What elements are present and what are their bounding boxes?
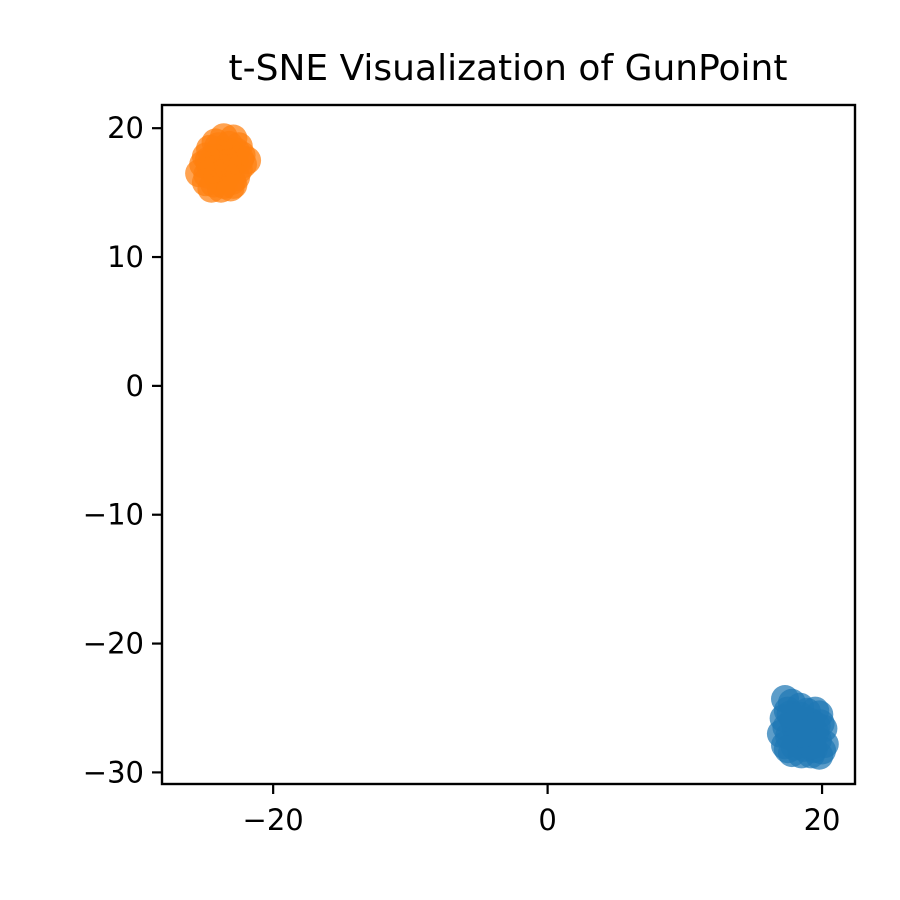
x-tick-label: 0	[538, 803, 556, 837]
plot-frame	[160, 103, 857, 786]
x-tick-label: 20	[804, 803, 841, 837]
y-tick-label: 10	[107, 240, 144, 274]
axes-layer: −20 0 20 20 10 0 −10 −20 −30	[83, 103, 857, 837]
x-tick-label: −20	[243, 803, 304, 837]
chart-title: t-SNE Visualization of GunPoint	[229, 48, 788, 89]
y-tick-label: 20	[107, 111, 144, 145]
y-tick-label: −10	[83, 498, 144, 532]
data-point-series-0	[788, 719, 817, 748]
y-tick-label: −30	[83, 755, 144, 789]
data-point-series-1	[213, 149, 242, 177]
y-tick-label: −20	[83, 627, 144, 661]
y-tick-label: 0	[126, 369, 144, 403]
points-layer	[185, 123, 839, 770]
